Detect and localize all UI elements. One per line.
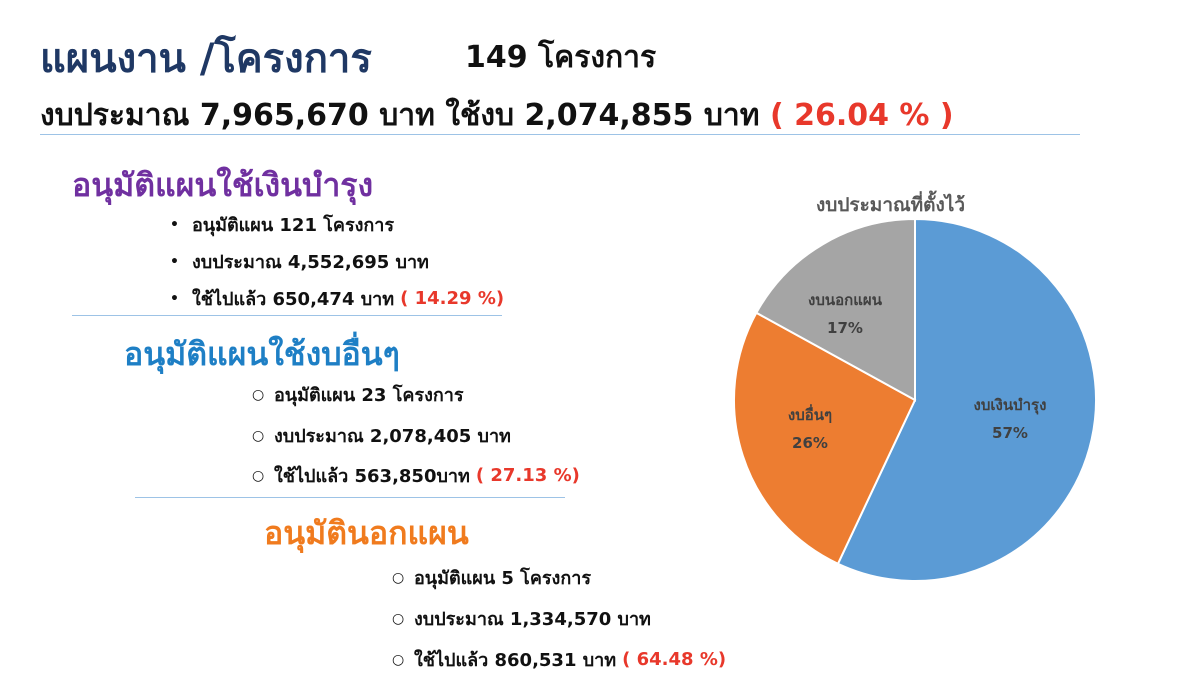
bullet-dot-icon: • bbox=[170, 253, 179, 270]
slice-percent-label: 26% bbox=[792, 434, 828, 452]
slice-label: งบอื่นๆ bbox=[788, 404, 832, 424]
section-divider bbox=[72, 315, 502, 316]
section1-item: • ใช้ไปแล้ว 650,474 บาท ( 14.29 %) bbox=[170, 284, 504, 313]
section3-item: ○ อนุมัติแผน 5 โครงการ bbox=[392, 563, 591, 592]
bullet-dot-icon: • bbox=[170, 290, 179, 307]
bullet-dot-icon: • bbox=[170, 216, 179, 233]
slice-percent-label: 17% bbox=[827, 319, 863, 337]
item-text: อนุมัติแผน 5 โครงการ bbox=[414, 568, 592, 589]
bullet-circle-icon: ○ bbox=[252, 386, 265, 403]
section-divider bbox=[135, 497, 565, 498]
item-text: งบประมาณ 1,334,570 บาท bbox=[414, 609, 651, 630]
section2-item: ○ ใช้ไปแล้ว 563,850บาท ( 27.13 %) bbox=[252, 461, 580, 490]
budget-summary-percent: ( 26.04 % ) bbox=[769, 98, 954, 133]
slice-label: งบเงินบำรุง bbox=[974, 396, 1047, 415]
section-heading-off-plan: อนุมัตินอกแผน bbox=[264, 514, 469, 552]
bullet-circle-icon: ○ bbox=[392, 569, 405, 586]
bullet-circle-icon: ○ bbox=[392, 610, 405, 627]
pie-slice-3 bbox=[755, 217, 916, 402]
budget-summary: งบประมาณ 7,965,670 บาท ใช้งบ 2,074,855 บ… bbox=[40, 92, 954, 139]
section1-item: • อนุมัติแผน 121 โครงการ bbox=[170, 210, 394, 239]
budget-summary-text: งบประมาณ 7,965,670 บาท ใช้งบ 2,074,855 บ… bbox=[40, 98, 770, 133]
budget-pie-chart: งบเงินบำรุง 57% งบอื่นๆ 26% งบนอกแผน 17% bbox=[733, 217, 1097, 582]
bullet-circle-icon: ○ bbox=[252, 467, 265, 484]
slice-label: งบนอกแผน bbox=[808, 291, 883, 309]
section3-item: ○ งบประมาณ 1,334,570 บาท bbox=[392, 604, 651, 633]
item-percent: ( 64.48 %) bbox=[622, 649, 727, 670]
bullet-circle-icon: ○ bbox=[252, 427, 265, 444]
header-divider bbox=[40, 134, 1080, 135]
section1-item: • งบประมาณ 4,552,695 บาท bbox=[170, 247, 429, 276]
section2-item: ○ งบประมาณ 2,078,405 บาท bbox=[252, 421, 511, 450]
section-heading-maintenance: อนุมัติแผนใช้เงินบำรุง bbox=[72, 166, 374, 204]
slice-percent-label: 57% bbox=[992, 424, 1028, 442]
chart-title: งบประมาณที่ตั้งไว้ bbox=[816, 194, 965, 216]
item-text: อนุมัติแผน 23 โครงการ bbox=[274, 385, 464, 406]
item-percent: ( 14.29 %) bbox=[400, 288, 505, 309]
section2-item: ○ อนุมัติแผน 23 โครงการ bbox=[252, 380, 464, 409]
item-text: อนุมัติแผน 121 โครงการ bbox=[192, 215, 395, 236]
item-text: ใช้ไปแล้ว 860,531 บาท bbox=[414, 650, 617, 671]
item-text: งบประมาณ 2,078,405 บาท bbox=[274, 426, 511, 447]
item-percent: ( 27.13 %) bbox=[475, 465, 580, 486]
section-heading-other-budget: อนุมัติแผนใช้งบอื่นๆ bbox=[124, 335, 400, 373]
item-text: งบประมาณ 4,552,695 บาท bbox=[192, 252, 429, 273]
section3-item: ○ ใช้ไปแล้ว 860,531 บาท ( 64.48 %) bbox=[392, 645, 726, 674]
item-text: ใช้ไปแล้ว 563,850บาท bbox=[274, 466, 470, 487]
bullet-circle-icon: ○ bbox=[392, 651, 405, 668]
item-text: ใช้ไปแล้ว 650,474 บาท bbox=[192, 289, 395, 310]
project-count: 149 โครงการ bbox=[465, 40, 657, 75]
page-title: แผนงาน /โครงการ bbox=[40, 36, 372, 82]
pie-slice-1 bbox=[836, 217, 1097, 582]
